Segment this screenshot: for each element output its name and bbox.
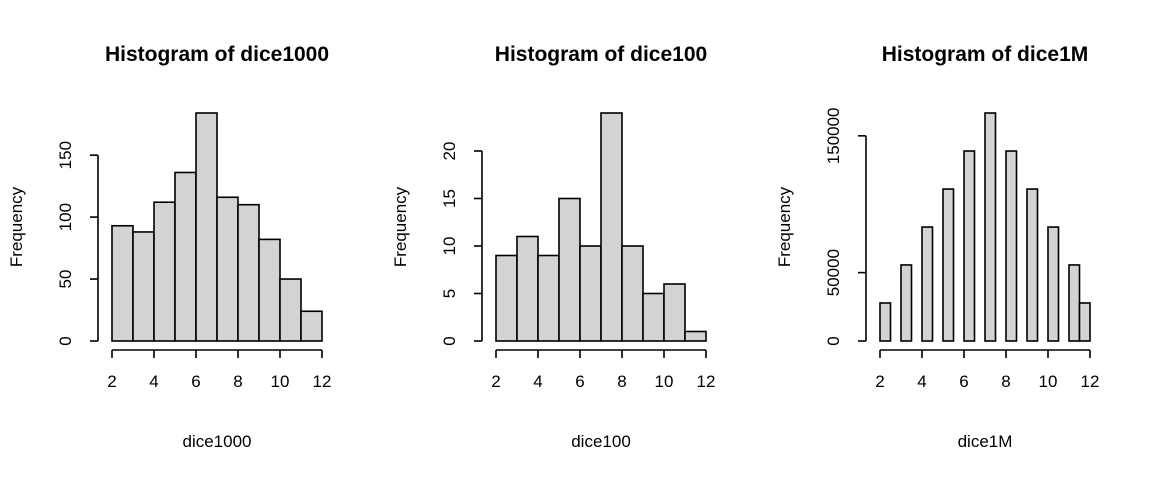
y-tick-label: 0 (56, 336, 75, 345)
histogram-bar (111, 224, 134, 342)
histogram-bar (1068, 264, 1081, 342)
histogram-bar (1026, 188, 1039, 342)
histogram-bar (195, 112, 218, 342)
x-tick-label: 8 (617, 372, 626, 391)
histogram-bar (279, 278, 302, 342)
y-tick-label: 15 (440, 189, 459, 208)
x-tick-label: 4 (917, 372, 926, 391)
chart-title: Histogram of dice1M (882, 43, 1089, 66)
histogram-bar (579, 245, 602, 342)
x-tick-label: 4 (533, 372, 542, 391)
histogram-bar (1078, 302, 1091, 342)
histogram-bar (984, 112, 997, 342)
y-tick-label: 20 (440, 142, 459, 161)
histogram-panel-2: Histogram of dice100 2 4 6 8 10 12 0 5 10 15 20 dice… (391, 43, 715, 451)
histogram-bar (621, 245, 644, 342)
histogram-bar (216, 196, 239, 342)
x-tick-label: 12 (313, 372, 332, 391)
x-tick-label: 6 (191, 372, 200, 391)
x-tick-label: 10 (271, 372, 290, 391)
y-tick-label: 150000 (824, 107, 843, 164)
histogram-panel-1: Histogram of dice1000 2 4 6 8 10 12 0 50 100 150 di… (7, 43, 331, 451)
histogram-bar (495, 254, 518, 342)
histogram-bar (300, 310, 323, 342)
y-tick-label: 50000 (824, 249, 843, 296)
x-axis-label: dice100 (571, 432, 631, 451)
y-tick-label: 10 (440, 237, 459, 256)
x-tick-label: 8 (1001, 372, 1010, 391)
histogram-bar (600, 112, 623, 342)
y-axis-label: Frequency (7, 186, 26, 267)
histogram-bar (1005, 150, 1018, 342)
histogram-bar (237, 203, 260, 342)
histogram-bar (1047, 226, 1060, 342)
histogram-bar (174, 171, 197, 342)
y-tick-label: 0 (440, 336, 459, 345)
x-tick-label: 2 (875, 372, 884, 391)
histogram-bar (558, 197, 581, 342)
y-tick-label: 100 (56, 203, 75, 231)
histogram-bar (684, 330, 707, 342)
y-tick-label: 50 (56, 270, 75, 289)
y-tick-label: 150 (56, 141, 75, 169)
histogram-bar (879, 302, 892, 342)
x-tick-label: 6 (959, 372, 968, 391)
chart-title: Histogram of dice1000 (105, 43, 329, 66)
x-axis-label: dice1000 (182, 432, 251, 451)
x-tick-label: 12 (697, 372, 716, 391)
histogram-panel-3: Histogram of dice1M 2 4 6 8 10 12 0 50000 150000 d… (775, 43, 1099, 451)
x-axis-label: dice1M (958, 432, 1013, 451)
histogram-bar (663, 283, 686, 342)
x-tick-label: 8 (233, 372, 242, 391)
histogram-bar (921, 226, 934, 342)
histogram-bar (900, 264, 913, 342)
y-axis-label: Frequency (775, 186, 794, 267)
x-tick-label: 2 (107, 372, 116, 391)
x-tick-label: 4 (149, 372, 158, 391)
histogram-bar (963, 150, 976, 342)
x-tick-label: 10 (1039, 372, 1058, 391)
y-axis-label: Frequency (391, 186, 410, 267)
x-tick-label: 2 (491, 372, 500, 391)
x-tick-label: 6 (575, 372, 584, 391)
histogram-bar (132, 231, 155, 342)
histogram-bar (642, 292, 665, 342)
histogram-bar (258, 238, 281, 342)
x-tick-label: 10 (655, 372, 674, 391)
x-tick-label: 12 (1081, 372, 1100, 391)
chart-title: Histogram of dice100 (495, 43, 707, 66)
histogram-bar (537, 254, 560, 342)
histogram-bar (516, 235, 539, 342)
histogram-bar (942, 188, 955, 342)
y-tick-label: 0 (824, 336, 843, 345)
y-tick-label: 5 (440, 289, 459, 298)
histogram-bar (153, 201, 176, 342)
